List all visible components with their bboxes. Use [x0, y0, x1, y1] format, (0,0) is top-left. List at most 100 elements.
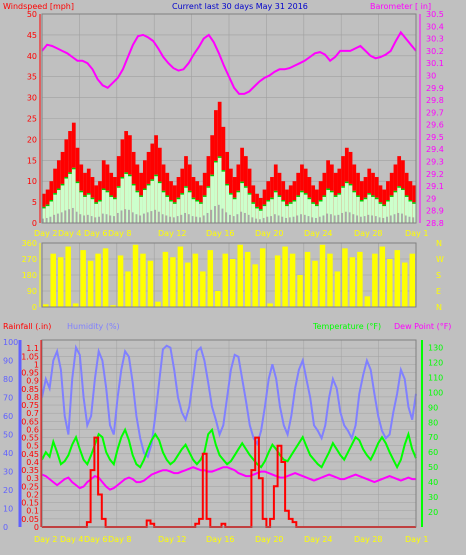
windspeed-min-bar: [154, 209, 157, 223]
direction-bar: [110, 305, 116, 307]
windspeed-gust-mark: [105, 190, 110, 193]
windspeed-avg-bar: [157, 181, 162, 223]
windspeed-min-bar: [311, 217, 314, 223]
rainfall-tick-label: 1.05: [21, 352, 39, 361]
windspeed-min-bar: [187, 214, 190, 223]
direction-panel-frame: [41, 242, 417, 308]
windspeed-avg-bar: [169, 200, 173, 223]
windspeed-min-bar: [83, 215, 86, 223]
humidity-tick-label: 20: [3, 486, 13, 495]
date-label: Day 12: [158, 229, 187, 238]
windspeed-min-bar: [124, 209, 127, 223]
rainfall-axis-title: Rainfall (.in): [3, 322, 51, 331]
humidity-tick-label: 80: [3, 375, 13, 384]
windspeed-avg-bar: [161, 190, 166, 223]
windspeed-avg-bar: [389, 195, 394, 223]
windspeed-min-bar: [389, 215, 392, 223]
barometer-tick-label: 30.1: [426, 59, 444, 68]
temperature-axis-ticks: 20 30 40 50 60 70 80 90 100 110 120 130: [421, 340, 443, 527]
windspeed-avg-bar: [382, 204, 387, 223]
direction-bar: [334, 271, 341, 307]
windspeed-gust-mark: [292, 200, 297, 202]
windspeed-avg-bar: [240, 181, 244, 223]
direction-bar: [80, 250, 86, 307]
windspeed-avg-bar: [90, 197, 95, 223]
windspeed-gust-mark: [333, 195, 338, 197]
windspeed-min-bar: [64, 210, 67, 223]
windspeed-min-bar: [105, 214, 108, 223]
windspeed-gust-mark: [326, 188, 330, 191]
windspeed-avg-bar: [53, 193, 57, 223]
barometer-tick-label: 30: [426, 71, 436, 80]
windspeed-min-bar: [229, 214, 231, 223]
temperature-tick-label: 100: [428, 388, 443, 397]
windspeed-avg-bar: [135, 190, 140, 223]
date-label: Day 8: [108, 535, 131, 544]
windspeed-min-bar: [53, 214, 56, 223]
windspeed-min-bar: [397, 212, 400, 223]
direction-bar: [244, 251, 251, 307]
windspeed-min-bar: [191, 216, 194, 223]
barometer-tick-label: 29: [426, 194, 436, 203]
windspeed-avg-bar: [277, 195, 282, 223]
direction-tick-label: 270: [22, 255, 37, 264]
windspeed-gust-mark: [389, 195, 394, 197]
windspeed-avg-bar: [255, 206, 259, 223]
windspeed-avg-bar: [142, 188, 147, 223]
compass-tick-label: W: [436, 255, 444, 264]
windspeed-gust-mark: [68, 172, 72, 174]
date-label: Day 1: [405, 229, 428, 238]
barometer-tick-label: 29.2: [426, 170, 444, 179]
windspeed-min-bar: [101, 213, 104, 223]
windspeed-min-bar: [146, 212, 149, 223]
rainfall-tick-label: 0.05: [21, 515, 39, 524]
windspeed-min-bar: [71, 207, 74, 223]
windspeed-min-bar: [315, 217, 317, 223]
windspeed-min-bar: [161, 214, 164, 223]
date-label: Day 12: [158, 535, 187, 544]
windspeed-avg-bar: [262, 204, 267, 223]
windspeed-gust-mark: [412, 202, 416, 204]
windspeed-gust-mark: [64, 177, 69, 179]
windspeed-min-bar: [363, 216, 366, 223]
windspeed-gust-mark: [45, 204, 50, 207]
windspeed-gust-mark: [90, 197, 95, 200]
direction-bar: [237, 244, 243, 307]
windspeed-gust-mark: [210, 174, 215, 177]
windspeed-gust-mark: [139, 195, 143, 197]
windspeed-gust-mark: [255, 206, 259, 209]
humidity-axis-title: Humidity (%): [67, 322, 120, 331]
direction-bar: [387, 259, 393, 307]
direction-bar: [177, 246, 184, 307]
date-label: Day 2: [34, 229, 57, 238]
windspeed-avg-bar: [131, 183, 136, 223]
windspeed-avg-bar: [165, 195, 170, 223]
windspeed-axis-title: Windspeed [mph]: [3, 2, 74, 11]
windspeed-min-bar: [401, 213, 403, 223]
windspeed-gust-mark: [329, 190, 334, 193]
windspeed-avg-bar: [356, 195, 360, 223]
direction-bar: [342, 248, 348, 307]
windspeed-tick-label: 35: [27, 73, 37, 82]
windspeed-avg-bar: [243, 186, 248, 223]
windspeed-avg-bar: [307, 197, 312, 223]
windspeed-avg-bar: [251, 202, 256, 223]
direction-axis-ticks: 0 90 180 270 360: [22, 239, 41, 312]
direction-bar: [207, 250, 214, 307]
windspeed-min-bar: [307, 216, 310, 223]
windspeed-avg-bar: [45, 204, 50, 223]
windspeed-avg-bar: [42, 206, 46, 223]
windspeed-min-bar: [288, 217, 291, 223]
windspeed-min-bar: [113, 216, 115, 223]
direction-bar: [192, 253, 199, 307]
rainfall-tick-label: 0.3: [26, 474, 39, 483]
windspeed-gust-mark: [266, 200, 271, 202]
rainfall-tick-label: 0: [34, 523, 39, 532]
windspeed-gust-mark: [408, 200, 413, 202]
windspeed-min-bar: [165, 215, 168, 223]
windspeed-min-bar: [382, 217, 385, 223]
windspeed-min-bar: [157, 211, 160, 223]
direction-bar: [327, 253, 333, 307]
date-label: Day 8: [108, 229, 131, 238]
humidity-tick-label: 60: [3, 412, 13, 421]
